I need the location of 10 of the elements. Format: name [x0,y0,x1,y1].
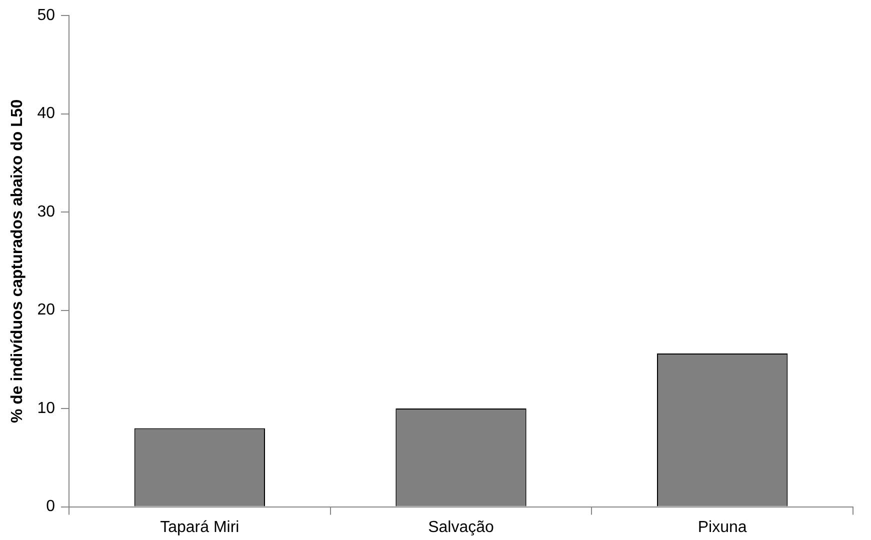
x-tick-label: Tapará Miri [160,518,240,536]
y-tick-label: 10 [37,400,56,417]
y-tick-label: 40 [37,105,56,122]
x-tick-label: Pixuna [698,518,747,536]
y-axis-title: % de indivíduos capturados abaixo do L50 [9,99,26,424]
y-tick-label: 30 [37,203,56,220]
x-tick-label: Salvação [428,518,494,536]
y-tick-label: 50 [37,7,56,24]
y-tick-label: 0 [46,498,56,516]
y-tick-label: 20 [37,302,56,319]
